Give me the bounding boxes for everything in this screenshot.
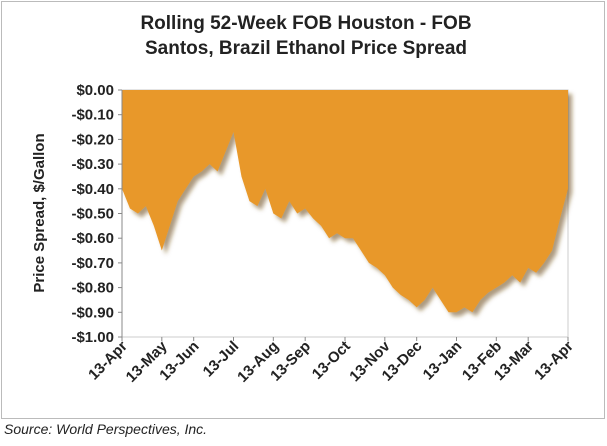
source: Source: World Perspectives, Inc. (4, 421, 207, 437)
y-axis-label: Price Spread, $/Gallon (31, 133, 48, 292)
y-tick-label: -$0.10 (71, 107, 114, 124)
y-tick-label: -$0.40 (71, 181, 114, 198)
y-tick-label: -$0.20 (71, 131, 114, 148)
y-tick-label: -$1.00 (71, 329, 114, 346)
chart-title: Rolling 52-Week FOB Houston - FOB (140, 13, 471, 34)
y-tick-label: -$0.80 (71, 280, 114, 297)
y-tick-label: -$0.90 (71, 304, 114, 321)
y-tick-label: -$0.60 (71, 230, 114, 247)
y-tick-label: -$0.50 (71, 206, 114, 223)
y-tick-label: $0.00 (76, 82, 114, 99)
y-tick-label: -$0.70 (71, 255, 114, 272)
chart-title: Santos, Brazil Ethanol Price Spread (145, 38, 467, 59)
area (122, 90, 568, 313)
y-tick-label: -$0.30 (71, 156, 114, 173)
